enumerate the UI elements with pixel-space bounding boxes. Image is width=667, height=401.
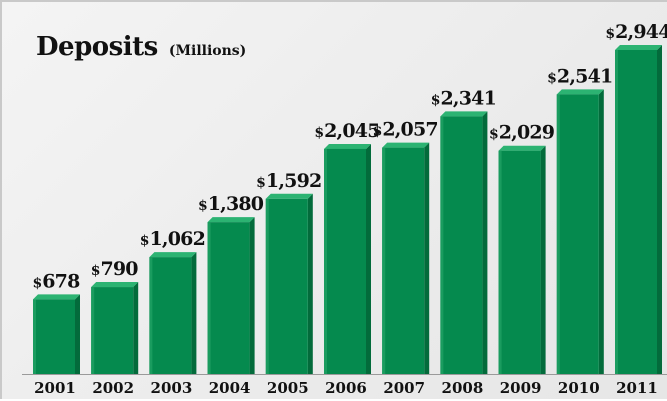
bar	[149, 257, 192, 374]
bar-side	[133, 282, 139, 374]
bar-highlight	[33, 299, 36, 374]
x-tick-label: 2001	[34, 379, 76, 397]
bar-side	[540, 145, 546, 374]
bar-side	[424, 142, 430, 374]
bar-side	[598, 89, 604, 375]
bar-side	[482, 111, 488, 375]
bar-top	[207, 217, 255, 223]
value-label: $1,592	[256, 170, 321, 192]
bar	[615, 50, 657, 374]
bar-top	[91, 282, 139, 288]
x-tick-label: 2011	[616, 379, 658, 397]
bar	[33, 299, 75, 374]
bar-highlight	[615, 50, 618, 374]
bar-side	[366, 143, 371, 374]
bar-side	[191, 252, 197, 374]
bar-highlight	[498, 150, 502, 374]
x-tick-label: 2002	[92, 379, 134, 397]
bar-highlight	[324, 148, 327, 374]
bar	[498, 150, 541, 374]
bar-top	[324, 143, 371, 149]
bar-highlight	[91, 287, 95, 374]
bar-top	[498, 145, 546, 151]
x-tick-label: 2008	[442, 379, 484, 397]
bar	[324, 148, 366, 374]
chart-subtitle: (Millions)	[168, 43, 247, 59]
x-tick-label: 2005	[267, 379, 309, 397]
value-label: $2,944	[605, 21, 667, 43]
bar	[382, 147, 425, 374]
bar-top	[33, 294, 80, 300]
x-tick-label: 2003	[151, 379, 193, 397]
value-label: $2,057	[373, 119, 438, 141]
value-label: $1,380	[198, 193, 264, 215]
bar-side	[307, 193, 313, 374]
chart-title-block: Deposits (Millions)	[36, 32, 246, 62]
bar	[207, 222, 250, 374]
chart-title: Deposits	[36, 32, 158, 62]
bar-side	[75, 294, 80, 374]
bar-top	[382, 142, 430, 148]
x-tick-label: 2009	[500, 379, 542, 397]
bar-top	[556, 89, 604, 95]
value-label: $1,062	[140, 228, 205, 250]
bar-highlight	[207, 222, 211, 374]
value-label: $790	[91, 258, 139, 280]
bar-top	[265, 193, 313, 199]
bar-side	[249, 217, 255, 374]
value-label: $2,045	[314, 120, 379, 142]
bar-top	[615, 45, 662, 50]
x-tick-label: 2010	[558, 379, 600, 397]
bar-highlight	[440, 116, 444, 375]
value-label: $2,341	[431, 87, 496, 109]
bar	[440, 116, 483, 375]
value-label: $678	[32, 270, 80, 292]
x-tick-label: 2007	[383, 379, 425, 397]
value-label: $2,541	[547, 65, 612, 87]
bar	[265, 198, 308, 374]
x-tick-label: 2004	[209, 379, 251, 397]
x-tick-label: 2006	[325, 379, 367, 397]
bar-highlight	[382, 147, 386, 374]
bar	[556, 94, 599, 375]
bar	[91, 287, 134, 374]
value-label: $2,029	[489, 122, 555, 144]
bar-highlight	[149, 257, 153, 374]
bar-highlight	[556, 94, 560, 375]
bar-side	[657, 45, 662, 374]
bar-top	[149, 252, 197, 258]
bar-highlight	[265, 198, 269, 374]
bar-top	[440, 111, 488, 117]
